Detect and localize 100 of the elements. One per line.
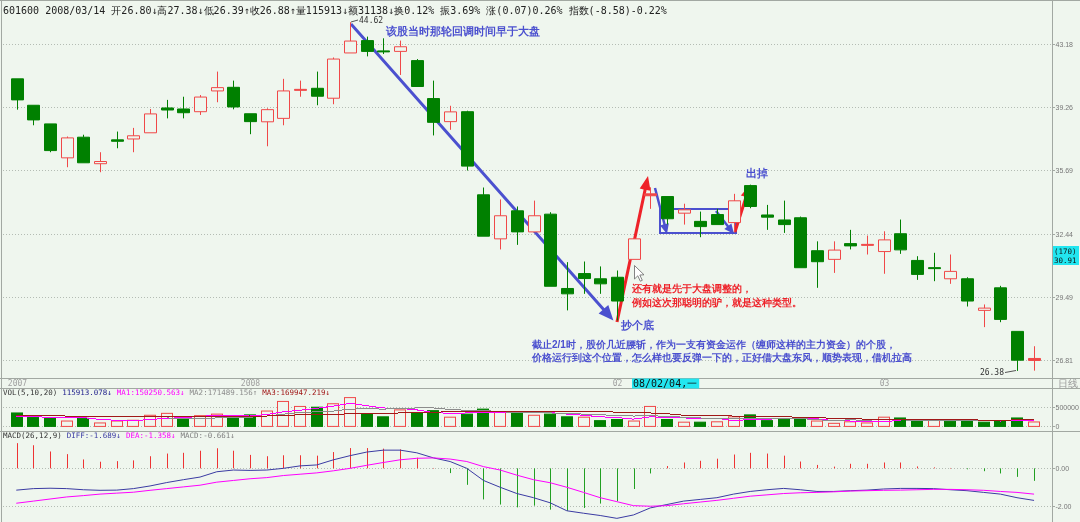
line-series xyxy=(16,410,1035,421)
candlestick xyxy=(528,200,541,233)
bar xyxy=(628,420,640,427)
bar xyxy=(44,417,56,427)
x-tick-label: 02 xyxy=(612,379,623,388)
candlestick xyxy=(427,80,440,136)
candlestick xyxy=(761,204,774,231)
candlestick xyxy=(728,193,741,233)
bar xyxy=(444,416,456,427)
candlestick xyxy=(144,108,157,134)
bar xyxy=(978,421,990,427)
candlestick xyxy=(294,80,307,98)
candlestick xyxy=(594,265,607,295)
bar xyxy=(111,420,123,427)
candlestick xyxy=(11,78,24,111)
candlestick xyxy=(27,104,40,126)
candlestick xyxy=(678,203,691,226)
candlestick xyxy=(561,261,574,311)
bar xyxy=(27,417,39,427)
x-tick-label: 2008 xyxy=(240,379,261,388)
bar xyxy=(594,420,606,427)
candlestick xyxy=(778,200,791,234)
candlestick xyxy=(477,187,490,237)
candlestick xyxy=(878,230,891,275)
line-series xyxy=(16,449,1035,519)
bar xyxy=(811,420,823,427)
candlestick xyxy=(77,134,90,164)
candlestick xyxy=(511,205,524,246)
bar xyxy=(561,416,573,427)
candlestick xyxy=(361,36,374,57)
candlestick xyxy=(44,123,57,153)
bar xyxy=(711,421,723,427)
bar xyxy=(461,413,473,427)
candlestick xyxy=(377,37,390,55)
chart-subtitle: 601600 2008/03/14 开26.80↓高27.38↓低26.39↑收26.88↑量115913↓额31138↓换0.12% 振3.69% 涨(0.07)0.26% 指数(-8.58)-0.22% xyxy=(3,4,667,16)
candlestick xyxy=(444,105,457,131)
candlestick xyxy=(227,80,240,110)
x-tick-label: 03 xyxy=(879,379,890,388)
bar xyxy=(661,418,673,427)
bar xyxy=(1028,421,1040,427)
candlestick xyxy=(494,198,507,250)
bar xyxy=(494,411,506,427)
candlestick xyxy=(911,255,924,281)
candlestick xyxy=(744,184,757,209)
bar xyxy=(678,421,690,427)
candlestick xyxy=(861,235,874,255)
candlestick xyxy=(411,58,424,87)
candlestick xyxy=(327,56,340,105)
bar xyxy=(778,418,790,427)
candlestick xyxy=(994,285,1007,323)
x-tick-label: 2007 xyxy=(7,379,28,388)
candlestick xyxy=(661,196,674,225)
candlestick xyxy=(277,78,290,126)
bar xyxy=(861,422,873,427)
candlestick xyxy=(94,151,107,173)
candlestick xyxy=(578,261,591,295)
candlestick xyxy=(794,216,807,269)
candlestick xyxy=(61,135,74,168)
candlestick xyxy=(1011,330,1024,372)
bar xyxy=(11,412,23,427)
candlestick xyxy=(344,21,357,54)
candlestick xyxy=(978,303,991,328)
candlestick xyxy=(211,71,224,103)
candlestick xyxy=(628,238,641,260)
bar xyxy=(61,420,73,427)
bar xyxy=(544,413,556,427)
line-series xyxy=(16,457,1035,507)
bar xyxy=(761,420,773,427)
bar xyxy=(844,421,856,427)
annotation: 出掉 xyxy=(746,166,768,179)
candlestick xyxy=(844,229,857,250)
candlestick xyxy=(644,186,657,210)
candlestick xyxy=(694,211,707,238)
candlestick xyxy=(961,276,974,307)
bar xyxy=(794,418,806,427)
candlestick xyxy=(711,208,724,226)
annotation: 截止2/1时，股价几近腰斩，作为一支有资金运作（缠师这样的主力资金）的个股， xyxy=(531,338,896,350)
candlestick xyxy=(828,240,841,274)
bar xyxy=(528,414,540,427)
candlestick xyxy=(811,240,824,289)
candlestick xyxy=(127,127,140,153)
annotation: 抄个底 xyxy=(620,319,654,331)
bar xyxy=(944,420,956,427)
candlestick xyxy=(1028,345,1041,372)
candlestick xyxy=(111,131,124,149)
text: 日线 xyxy=(1058,378,1078,389)
candlestick xyxy=(944,254,957,285)
candlestick xyxy=(544,211,557,287)
annotation: 44.62 xyxy=(359,15,384,25)
bar xyxy=(611,418,623,427)
bar xyxy=(377,416,389,427)
bar xyxy=(511,412,523,427)
candlestick xyxy=(161,99,174,119)
candlestick xyxy=(461,110,474,172)
annotation: 价格运行到这个位置，怎么样也要反弹一下的，正好借大盘东风，顺势表现，借机拉高 xyxy=(531,351,912,363)
candlestick xyxy=(244,113,257,135)
bar xyxy=(694,421,706,427)
bar xyxy=(411,412,423,427)
bar xyxy=(77,417,89,427)
annotation: 还有就是先于大盘调整的， xyxy=(631,282,752,294)
